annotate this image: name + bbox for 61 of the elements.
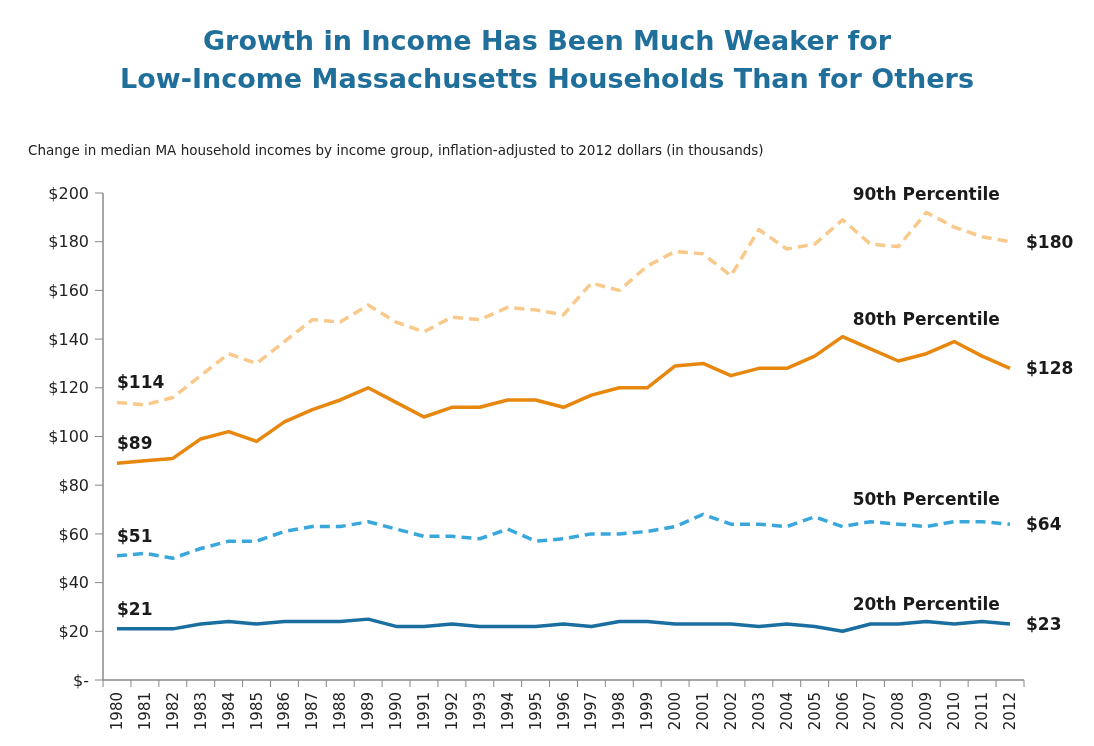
- x-tick-label: 1982: [163, 692, 182, 731]
- x-tick-label: 2012: [1001, 692, 1019, 731]
- x-tick-label: 1993: [470, 692, 489, 731]
- x-tick-label: 1983: [191, 692, 210, 731]
- chart-subtitle: Change in median MA household incomes by income group, inflation-adjusted to 2012 dollars (in thousands): [28, 142, 764, 158]
- y-tick-label: $120: [48, 378, 89, 398]
- x-tick-label: 2004: [777, 692, 796, 731]
- x-tick-label: 1995: [526, 692, 545, 731]
- line-series: [115, 512, 1012, 560]
- x-tick-label: 2007: [861, 692, 880, 731]
- data-label: $21: [117, 598, 153, 619]
- x-tick-label: 1999: [638, 692, 657, 731]
- x-tick-label: 1984: [219, 692, 238, 731]
- x-tick-label: 2009: [917, 692, 936, 731]
- series-label: 20th Percentile: [852, 593, 1000, 614]
- series-label: 90th Percentile: [852, 184, 1000, 205]
- x-tick-label: 1996: [554, 692, 573, 731]
- x-tick-label: 2002: [721, 692, 740, 731]
- x-tick-label: 2005: [805, 692, 824, 731]
- line-series: [115, 334, 1012, 466]
- data-label: $128: [1026, 358, 1074, 379]
- y-tick-label: $40: [58, 573, 89, 593]
- y-tick-label: $100: [48, 427, 89, 447]
- x-tick-label: 2008: [889, 692, 908, 731]
- x-tick-label: 1994: [498, 692, 517, 731]
- data-label: $23: [1026, 613, 1062, 634]
- x-tick-label: 1989: [359, 692, 378, 731]
- data-label: $64: [1026, 514, 1062, 535]
- x-tick-label: 1997: [582, 692, 601, 731]
- x-tick-label: 1998: [610, 692, 629, 731]
- y-tick-label: $80: [58, 475, 89, 495]
- y-tick-label: $20: [58, 621, 89, 641]
- data-label: $51: [117, 525, 153, 546]
- x-tick-label: 2006: [833, 692, 852, 731]
- series-label: 50th Percentile: [852, 488, 1000, 509]
- line-series: [115, 617, 1012, 634]
- series-label: 80th Percentile: [852, 308, 1000, 329]
- data-label: $180: [1026, 231, 1074, 252]
- x-tick-label: 2001: [694, 692, 713, 731]
- x-tick-label: 2011: [973, 692, 992, 731]
- data-label: $114: [117, 372, 165, 393]
- y-tick-label: $160: [48, 281, 89, 300]
- x-tick-label: 2000: [666, 692, 685, 731]
- x-tick-label: 1985: [247, 692, 266, 731]
- y-tick-label: $140: [48, 329, 89, 349]
- x-tick-label: 1990: [387, 692, 406, 731]
- x-tick-label: 2010: [945, 692, 964, 731]
- y-tick-label: $200: [48, 183, 89, 203]
- x-tick-label: 1986: [275, 692, 294, 731]
- x-tick-label: 1980: [108, 692, 126, 731]
- chart-title: Growth in Income Has Been Much Weaker for Low-Income Massachusetts Households Than for Others: [120, 25, 974, 94]
- y-tick-label: $-: [73, 670, 89, 690]
- x-tick-label: 1992: [442, 692, 461, 731]
- y-tick-label: $60: [58, 524, 89, 544]
- x-tick-label: 1988: [331, 692, 350, 731]
- data-label: $89: [117, 433, 153, 454]
- x-tick-label: 1991: [414, 692, 433, 731]
- x-tick-label: 1987: [303, 692, 322, 731]
- x-tick-label: 1981: [135, 692, 154, 731]
- x-tick-label: 2003: [749, 692, 768, 731]
- y-tick-label: $180: [48, 232, 89, 252]
